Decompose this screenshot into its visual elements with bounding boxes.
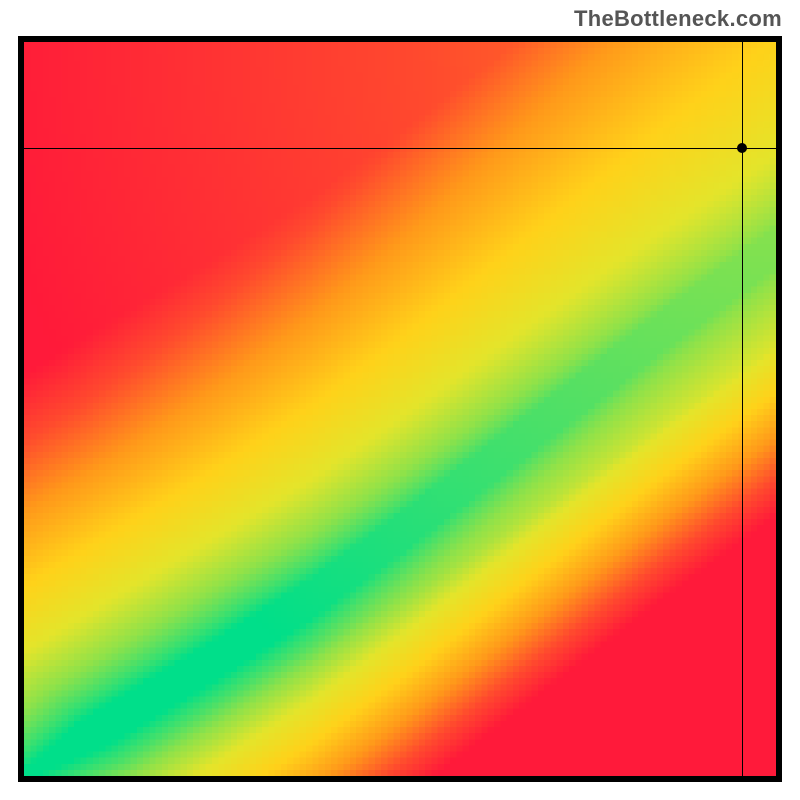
plot-border [18, 36, 782, 782]
watermark-text: TheBottleneck.com [574, 6, 782, 32]
root: TheBottleneck.com [0, 0, 800, 800]
heatmap-canvas [24, 42, 776, 776]
heatmap-plot [24, 42, 776, 776]
